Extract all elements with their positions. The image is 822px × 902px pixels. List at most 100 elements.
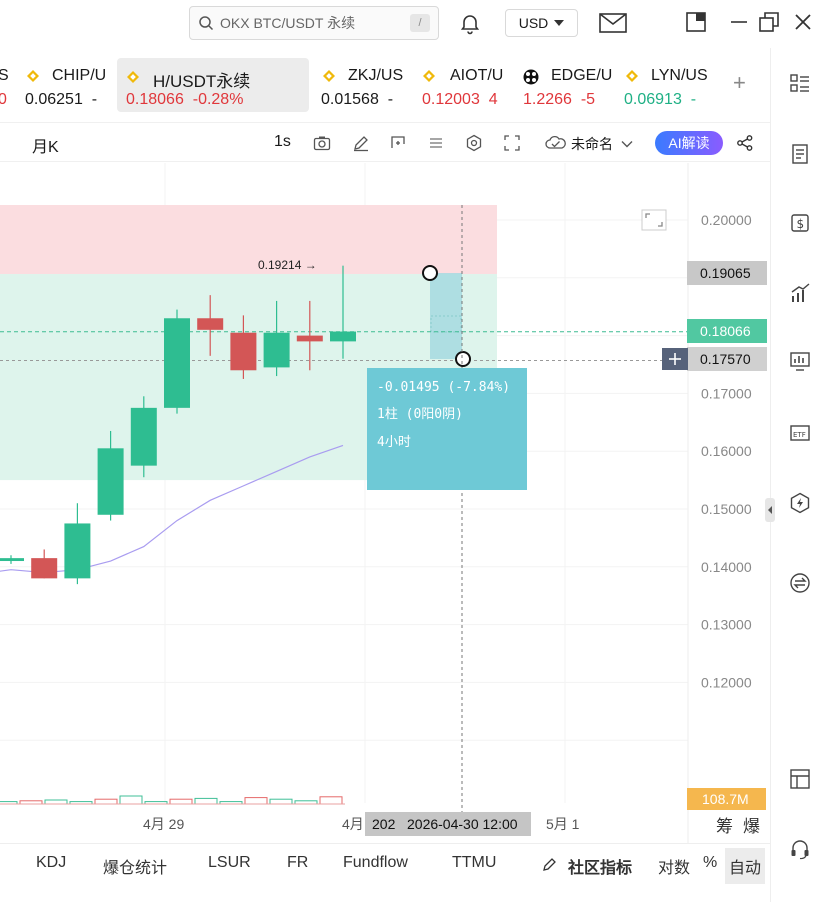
- search-icon: [199, 16, 214, 31]
- ticker-item[interactable]: ZKJ/US 0.01568 -: [315, 58, 410, 112]
- period-monthly-tab[interactable]: 月K: [32, 139, 59, 156]
- ticker-strip: S 0 CHIP/U 0.06251 - H/USDT永续 0.18066 -0…: [0, 58, 770, 116]
- ticker-price: 0.18066: [126, 91, 184, 108]
- bell-icon[interactable]: [458, 11, 482, 35]
- candle-body: [197, 318, 224, 330]
- ticker-price-line: 0.06251 -: [25, 91, 97, 109]
- high-price-marker: 0.19214 →: [258, 258, 317, 272]
- crosshair-time-tag: [365, 812, 531, 836]
- last-price-label: 0.18066: [700, 323, 751, 339]
- candle-body: [296, 335, 323, 342]
- measure-start-handle[interactable]: [422, 265, 438, 281]
- chevron-down-icon[interactable]: [620, 135, 634, 153]
- minimize-icon[interactable]: [727, 10, 751, 34]
- restore-icon[interactable]: [757, 10, 781, 34]
- ticker-name: LYN/US: [651, 67, 708, 84]
- liquidation-toggle[interactable]: 爆: [743, 817, 760, 836]
- candle-body: [263, 332, 290, 368]
- add-tab-button[interactable]: +: [733, 70, 746, 95]
- ticker-change: 4: [488, 91, 498, 108]
- camera-icon[interactable]: [313, 134, 331, 152]
- hexagon-bolt-icon[interactable]: [789, 492, 811, 514]
- coin-icon: [626, 70, 638, 82]
- y-tick-label: 0.15000: [701, 501, 752, 517]
- add-order-button[interactable]: [662, 348, 688, 370]
- chart-area[interactable]: 0.19214 → -0.01495 (-7.84%) 1柱 (0阳0阴) 4小…: [0, 163, 770, 843]
- list-icon[interactable]: [427, 134, 445, 152]
- dock-icon[interactable]: [684, 10, 708, 34]
- ticker-price: 0.06251: [25, 91, 83, 108]
- ticker-change: -0.28%: [192, 91, 244, 108]
- measure-end-handle[interactable]: [455, 351, 471, 367]
- settings-icon[interactable]: [465, 134, 483, 152]
- upper-price-label: 0.19065: [700, 265, 751, 281]
- ticker-item[interactable]: EDGE/U 1.2266 -5: [517, 58, 612, 112]
- layout-name[interactable]: 未命名: [571, 136, 613, 152]
- top-bar: OKX BTC/USDT 永续 / USD: [0, 0, 822, 48]
- ticker-name: AIOT/U: [450, 67, 504, 84]
- interval-button[interactable]: 1s: [274, 133, 291, 150]
- ticker-item-active[interactable]: H/USDT永续 0.18066 -0.28%: [117, 58, 309, 112]
- stop-loss-zone[interactable]: [0, 205, 497, 275]
- close-icon[interactable]: [791, 10, 815, 34]
- svg-text:ETF: ETF: [793, 431, 806, 439]
- ticker-item[interactable]: AIOT/U 0.12003 4: [416, 58, 508, 112]
- tab-kdj[interactable]: KDJ: [36, 854, 67, 871]
- measure-bars: 1柱 (0阳0阴): [377, 407, 463, 422]
- etf-icon[interactable]: ETF: [789, 422, 811, 444]
- tab-fundflow[interactable]: Fundflow: [343, 854, 408, 871]
- tab-liquidation-stats[interactable]: 爆仓统计: [103, 860, 168, 877]
- candle-body: [31, 558, 58, 579]
- currency-label: USD: [518, 15, 549, 31]
- candle-body: [330, 331, 356, 342]
- candles: [0, 265, 356, 585]
- layout-icon[interactable]: [789, 768, 811, 790]
- collapse-handle-icon[interactable]: [765, 498, 775, 522]
- currency-select[interactable]: USD: [505, 9, 578, 37]
- swap-icon[interactable]: [789, 572, 811, 594]
- chart-toolbar: 月K 1s 未命名 AI解读: [0, 122, 770, 162]
- add-indicator-icon[interactable]: [389, 134, 407, 152]
- indicator-tabs: KDJ 爆仓统计 LSUR FR Fundflow TTMU 社区指标 对数 %…: [0, 843, 770, 902]
- ticker-change: -: [91, 91, 98, 108]
- document-icon[interactable]: [789, 143, 811, 165]
- x-tick-label: 5月 1: [546, 816, 580, 832]
- ticker-name: S: [0, 67, 9, 84]
- candlestick-chart[interactable]: 0.19214 → -0.01495 (-7.84%) 1柱 (0阳0阴) 4小…: [0, 163, 770, 843]
- crosshair-time-prefix: 202: [372, 816, 396, 832]
- percent-toggle[interactable]: %: [703, 854, 718, 871]
- support-headset-icon[interactable]: [789, 838, 811, 860]
- cursor-price-tag: [687, 347, 767, 371]
- ticker-item[interactable]: LYN/US 0.06913 -: [618, 58, 718, 112]
- log-scale-toggle[interactable]: 对数: [658, 860, 691, 877]
- chips-toggle[interactable]: 筹: [716, 817, 733, 836]
- tab-lsur[interactable]: LSUR: [208, 854, 251, 871]
- pencil-icon[interactable]: [352, 134, 370, 152]
- auto-scale-toggle[interactable]: 自动: [725, 848, 766, 884]
- trend-chart-icon[interactable]: [789, 282, 811, 304]
- ticker-price: 0.06913: [624, 91, 682, 108]
- volume-tag: [687, 788, 766, 810]
- fullscreen-icon[interactable]: [503, 134, 521, 152]
- measure-bar-ghost: [430, 315, 462, 333]
- dollar-card-icon[interactable]: $: [789, 211, 811, 233]
- search-input[interactable]: OKX BTC/USDT 永续 /: [189, 6, 439, 40]
- edit-icon[interactable]: [542, 856, 558, 872]
- tab-ttmu[interactable]: TTMU: [452, 854, 497, 871]
- tab-fr[interactable]: FR: [287, 854, 309, 871]
- orderbook-icon[interactable]: [789, 72, 811, 94]
- y-tick-label: 0.12000: [701, 674, 752, 690]
- ai-analysis-button[interactable]: AI解读: [655, 131, 723, 155]
- y-tick-label: 0.17000: [701, 385, 752, 401]
- mail-icon[interactable]: [598, 11, 628, 35]
- ticker-item[interactable]: S 0: [0, 58, 14, 112]
- volume-label: 108.7M: [702, 791, 749, 807]
- share-icon[interactable]: [736, 134, 754, 152]
- ticker-item[interactable]: CHIP/U 0.06251 -: [20, 58, 112, 112]
- ticker-price: 1.2266: [523, 91, 572, 108]
- tab-community-indicators[interactable]: 社区指标: [568, 860, 633, 877]
- upper-price-tag: [687, 261, 767, 285]
- ticker-price-line: 0.18066 -0.28%: [126, 91, 243, 109]
- expand-icon[interactable]: [641, 209, 667, 231]
- monitor-chart-icon[interactable]: [789, 350, 811, 372]
